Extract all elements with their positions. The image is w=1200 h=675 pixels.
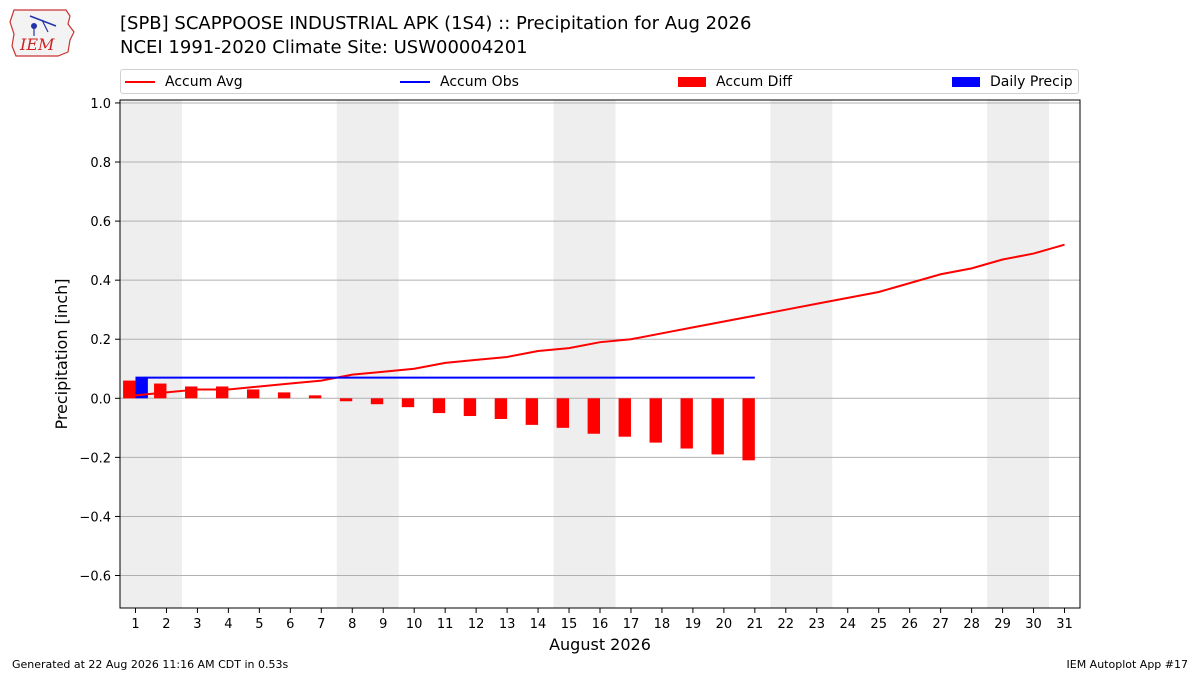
accum-diff-bar (494, 398, 508, 419)
legend-label-accum-avg: Accum Avg (165, 74, 243, 90)
footer-generated-text: Generated at 22 Aug 2026 11:16 AM CDT in… (12, 658, 289, 671)
x-tick-label: 26 (901, 617, 918, 632)
y-tick-label: 1.0 (90, 97, 111, 112)
x-tick-label: 30 (1025, 617, 1042, 632)
accum-diff-bar (680, 398, 693, 449)
legend-item-daily-precip: Daily Precip (952, 73, 1073, 91)
accum-diff-bar (154, 383, 167, 399)
x-tick-label: 24 (839, 617, 856, 632)
logo-text: IEM (19, 35, 55, 54)
footer-app-label: IEM Autoplot App #17 (1066, 658, 1189, 671)
x-tick-label: 18 (654, 617, 671, 632)
accum-diff-bar (463, 398, 477, 417)
y-tick-label: 0.4 (90, 274, 111, 289)
accum-diff-bar (432, 398, 446, 414)
x-tick-label: 21 (747, 617, 764, 632)
x-tick-label: 12 (468, 617, 485, 632)
legend-label-daily-precip: Daily Precip (990, 74, 1073, 90)
x-axis-label: August 2026 (549, 635, 651, 654)
accum-diff-bar (742, 398, 755, 461)
x-tick-label: 2 (162, 617, 170, 632)
accum-diff-bar (185, 386, 198, 399)
x-tick-label: 20 (716, 617, 733, 632)
accum-diff-bar (556, 398, 570, 428)
weekend-band (770, 100, 833, 608)
accum-diff-bar (339, 398, 353, 402)
accum-diff-bar (308, 395, 322, 399)
x-tick-label: 23 (809, 617, 826, 632)
chart-title: [SPB] SCAPPOOSE INDUSTRIAL APK (1S4) :: … (120, 13, 752, 34)
y-tick-label: 0.0 (90, 392, 111, 407)
x-tick-label: 7 (317, 617, 325, 632)
iem-logo: IEM (9, 9, 75, 57)
legend-swatch-accum-avg (125, 81, 155, 83)
y-tick-label: −0.4 (79, 510, 111, 525)
x-tick-label: 22 (778, 617, 795, 632)
accum-diff-bar (649, 398, 662, 443)
weekend-band (120, 100, 182, 608)
legend-label-accum-obs: Accum Obs (440, 74, 519, 90)
legend-label-accum-diff: Accum Diff (716, 74, 793, 90)
accum-diff-bar (525, 398, 539, 425)
x-tick-label: 8 (348, 617, 356, 632)
accum-diff-bar (587, 398, 600, 434)
x-tick-label: 27 (932, 617, 949, 632)
accum-diff-bar (618, 398, 631, 437)
accum-diff-bar (277, 392, 291, 399)
x-tick-label: 9 (379, 617, 387, 632)
y-tick-label: 0.6 (90, 215, 111, 230)
x-tick-label: 3 (193, 617, 201, 632)
x-tick-label: 17 (623, 617, 640, 632)
accum-diff-bar (370, 398, 384, 405)
x-tick-label: 15 (561, 617, 578, 632)
legend-item-accum-obs: Accum Obs (400, 73, 519, 91)
x-tick-label: 29 (994, 617, 1011, 632)
x-tick-label: 1 (131, 617, 139, 632)
x-tick-label: 28 (963, 617, 980, 632)
weekend-band (336, 100, 399, 608)
y-axis-label: Precipitation [inch] (52, 278, 71, 429)
daily-precip-bar (135, 377, 148, 399)
accum-diff-bar (711, 398, 724, 455)
legend-item-accum-diff: Accum Diff (678, 73, 792, 91)
y-tick-label: 0.8 (90, 156, 111, 171)
accum-diff-bar (216, 386, 229, 399)
legend-swatch-accum-diff (678, 77, 706, 87)
x-tick-label: 10 (406, 617, 423, 632)
accum-diff-bar (401, 398, 415, 408)
weekend-band (553, 100, 616, 608)
legend-swatch-accum-obs (400, 81, 430, 83)
y-tick-label: −0.2 (79, 451, 111, 466)
x-tick-label: 31 (1056, 617, 1073, 632)
x-tick-label: 11 (437, 617, 454, 632)
legend-swatch-daily-precip (952, 77, 980, 87)
x-tick-label: 14 (530, 617, 547, 632)
x-tick-label: 4 (224, 617, 232, 632)
y-tick-label: 0.2 (90, 333, 111, 348)
legend: Accum Avg Accum Obs Accum Diff Daily Pre… (120, 69, 1079, 94)
x-tick-label: 13 (499, 617, 516, 632)
accum-diff-bar (246, 389, 260, 399)
x-tick-label: 5 (255, 617, 263, 632)
x-tick-label: 16 (592, 617, 609, 632)
legend-item-accum-avg: Accum Avg (125, 73, 243, 91)
y-tick-label: −0.6 (79, 570, 111, 585)
x-tick-label: 25 (870, 617, 887, 632)
accum-avg-line (135, 243, 1065, 397)
x-tick-label: 6 (286, 617, 294, 632)
accum-diff-bar (123, 380, 136, 399)
weekend-band (987, 100, 1050, 608)
x-tick-label: 19 (685, 617, 702, 632)
chart-subtitle: NCEI 1991-2020 Climate Site: USW00004201 (120, 37, 528, 58)
